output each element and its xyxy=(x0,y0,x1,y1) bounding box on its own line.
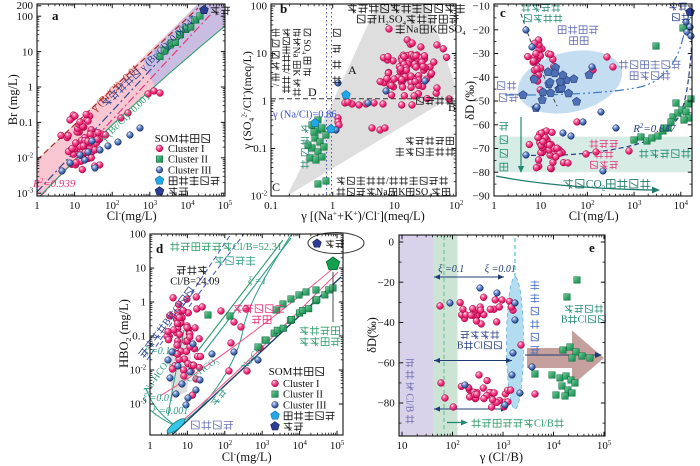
svg-text:1: 1 xyxy=(34,200,40,212)
svg-text:0.1: 0.1 xyxy=(253,143,267,155)
svg-text:ξ =0.001: ξ =0.001 xyxy=(152,406,188,417)
svg-text:γ (SO42-/Cl-)(meq/L): γ (SO42-/Cl-)(meq/L) xyxy=(239,51,255,150)
svg-text:D: D xyxy=(308,85,317,99)
svg-text:ξ =0.1: ξ =0.1 xyxy=(438,264,464,275)
svg-text:Cluster II: Cluster II xyxy=(283,390,323,401)
svg-text:Cluster III: Cluster III xyxy=(168,165,212,176)
svg-text:100: 100 xyxy=(17,11,34,23)
svg-text:−10: −10 xyxy=(473,1,491,13)
svg-text:Cluster III: Cluster III xyxy=(283,400,327,411)
svg-text:Cl/B=24.09: Cl/B=24.09 xyxy=(170,277,219,288)
svg-text:/: / xyxy=(386,176,389,187)
svg-text:Cl-(mg/L): Cl-(mg/L) xyxy=(107,208,157,223)
svg-text:1: 1 xyxy=(491,200,497,212)
svg-text:Cl-(mg/L): Cl-(mg/L) xyxy=(222,449,272,464)
svg-text:γ [(Na++K+)/Cl-](meq/L): γ [(Na++K+)/Cl-](meq/L) xyxy=(300,208,425,223)
svg-text:K: K xyxy=(398,187,406,198)
svg-text:SO4: SO4 xyxy=(448,24,466,38)
svg-text:ξ =1: ξ =1 xyxy=(248,276,267,287)
svg-text:−20: −20 xyxy=(378,277,396,289)
svg-text:−80: −80 xyxy=(378,398,396,410)
svg-text:−80: −80 xyxy=(473,167,491,179)
svg-text:CO2: CO2 xyxy=(586,179,606,193)
svg-text:−20: −20 xyxy=(473,25,491,37)
svg-text:γ (Na/Cl)=0.86: γ (Na/Cl)=0.86 xyxy=(272,110,337,121)
svg-text:Br (mg/L): Br (mg/L) xyxy=(6,74,20,125)
svg-text:δD(‰): δD(‰) xyxy=(365,317,379,353)
svg-text:1: 1 xyxy=(262,96,268,108)
svg-text:10: 10 xyxy=(22,46,34,58)
svg-text:1: 1 xyxy=(28,82,34,94)
svg-text:SOM: SOM xyxy=(155,133,179,145)
svg-text:A: A xyxy=(348,63,357,77)
svg-text:ξ =0.01: ξ =0.01 xyxy=(485,264,516,275)
svg-text:Cl/B=52.31: Cl/B=52.31 xyxy=(233,242,282,253)
svg-text:K: K xyxy=(430,24,438,36)
svg-text:0.1: 0.1 xyxy=(19,117,33,129)
svg-text:Na: Na xyxy=(406,24,419,36)
svg-text:Cl-(mg/L): Cl-(mg/L) xyxy=(569,208,619,223)
svg-text:R2=0.847: R2=0.847 xyxy=(632,123,676,135)
svg-text:Na: Na xyxy=(376,187,388,198)
svg-text:H2SO4: H2SO4 xyxy=(378,14,407,28)
svg-text:−90: −90 xyxy=(473,191,491,203)
svg-text:0.1: 0.1 xyxy=(132,331,146,343)
svg-text:−60: −60 xyxy=(473,119,491,131)
svg-text:100: 100 xyxy=(251,1,268,13)
svg-text:R2=0.939: R2=0.939 xyxy=(32,178,76,190)
svg-text:1: 1 xyxy=(147,440,153,452)
svg-text:ξ =0.1: ξ =0.1 xyxy=(144,346,170,357)
svg-text:10: 10 xyxy=(182,440,194,452)
svg-text:0: 0 xyxy=(389,237,395,249)
svg-text:10: 10 xyxy=(397,440,409,452)
svg-text:/: / xyxy=(270,84,280,87)
svg-text:1: 1 xyxy=(141,297,147,309)
svg-text:−40: −40 xyxy=(378,317,396,329)
svg-text:B: B xyxy=(561,315,568,326)
svg-text:−50: −50 xyxy=(473,96,491,108)
svg-text:/: / xyxy=(280,71,290,74)
svg-text:10: 10 xyxy=(69,200,81,212)
svg-text:−30: −30 xyxy=(473,48,491,60)
svg-text:C: C xyxy=(272,180,280,194)
svg-text:ξ =0.01: ξ =0.01 xyxy=(143,393,174,404)
svg-text:SOM: SOM xyxy=(269,366,293,378)
svg-text:Cl: Cl xyxy=(474,341,484,352)
svg-text:100: 100 xyxy=(130,229,147,241)
svg-text:a: a xyxy=(52,8,59,23)
svg-text:γ (Cl-/B): γ (Cl-/B) xyxy=(479,449,523,464)
svg-text:B: B xyxy=(457,341,464,352)
svg-text:K: K xyxy=(291,70,301,77)
svg-text:0.1: 0.1 xyxy=(264,200,278,212)
svg-text:10: 10 xyxy=(535,200,547,212)
svg-text:Cluster I: Cluster I xyxy=(283,379,320,390)
svg-text:d: d xyxy=(156,241,164,256)
svg-text:SO4: SO4 xyxy=(300,39,311,54)
svg-text:e: e xyxy=(589,240,595,255)
svg-text:−40: −40 xyxy=(473,72,491,84)
svg-text:10: 10 xyxy=(256,48,268,60)
svg-text:Cl/B: Cl/B xyxy=(404,393,415,412)
svg-text:Cl/B: Cl/B xyxy=(534,419,554,430)
svg-text:−60: −60 xyxy=(378,357,396,369)
svg-text:b: b xyxy=(280,1,287,16)
svg-text:δD (‰): δD (‰) xyxy=(463,81,477,120)
svg-text:Cluster II: Cluster II xyxy=(168,155,208,166)
svg-text:Cl: Cl xyxy=(578,315,588,326)
svg-text:B: B xyxy=(448,100,456,114)
svg-text:1: 1 xyxy=(330,200,336,212)
svg-text:HBO2 (mg/L): HBO2 (mg/L) xyxy=(117,299,133,368)
svg-text:−70: −70 xyxy=(473,143,491,155)
svg-text:10: 10 xyxy=(135,263,147,275)
svg-text:200: 200 xyxy=(17,0,34,12)
svg-text:c: c xyxy=(500,5,506,20)
svg-text:10: 10 xyxy=(389,200,401,212)
svg-text:Na: Na xyxy=(291,47,301,59)
svg-text:Cluster I: Cluster I xyxy=(168,144,205,155)
